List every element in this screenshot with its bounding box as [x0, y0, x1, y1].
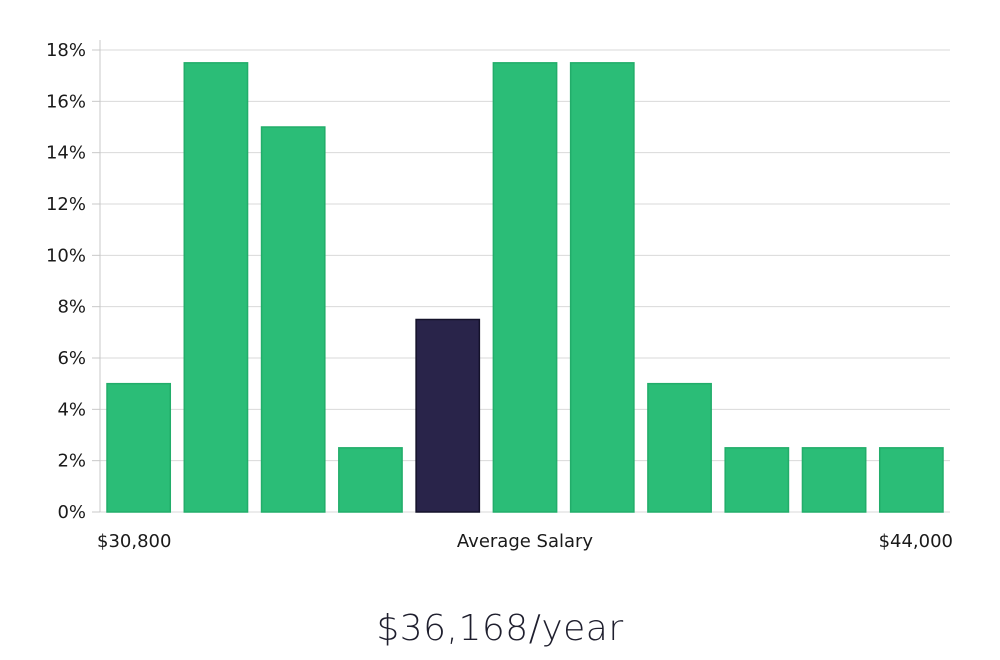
x-range-end-label: $44,000 [879, 531, 953, 552]
bar [106, 382, 172, 513]
bar [492, 62, 558, 513]
salary-distribution-chart: 0% 2% 4% 6% 8% 10% 12% 14% 16% 18% $30,800 Averag… [46, 40, 953, 552]
bar [724, 447, 790, 513]
y-tick-label: 12% [46, 194, 86, 215]
y-tick-label: 10% [46, 245, 86, 266]
y-tick-label: 8% [57, 297, 86, 318]
y-tick-label: 6% [57, 348, 86, 369]
y-tick-label: 14% [46, 143, 86, 164]
y-tick-label: 0% [57, 502, 86, 523]
bar [183, 62, 249, 513]
bars [106, 62, 944, 513]
bar [569, 62, 635, 513]
bar [878, 447, 944, 513]
bar [260, 126, 326, 513]
average-salary-value: $36,168/year [376, 608, 624, 649]
x-range-start-label: $30,800 [97, 531, 171, 552]
y-tick-label: 16% [46, 91, 86, 112]
bar [338, 447, 403, 513]
y-tick-label: 2% [57, 451, 86, 472]
bar [647, 382, 712, 513]
y-tick-label: 4% [57, 399, 86, 420]
bar [801, 447, 867, 513]
x-axis-label: Average Salary [457, 531, 594, 552]
bar-average-salary [415, 318, 481, 513]
y-axis-ticks: 0% 2% 4% 6% 8% 10% 12% 14% 16% 18% [46, 40, 100, 523]
y-tick-label: 18% [46, 40, 86, 61]
